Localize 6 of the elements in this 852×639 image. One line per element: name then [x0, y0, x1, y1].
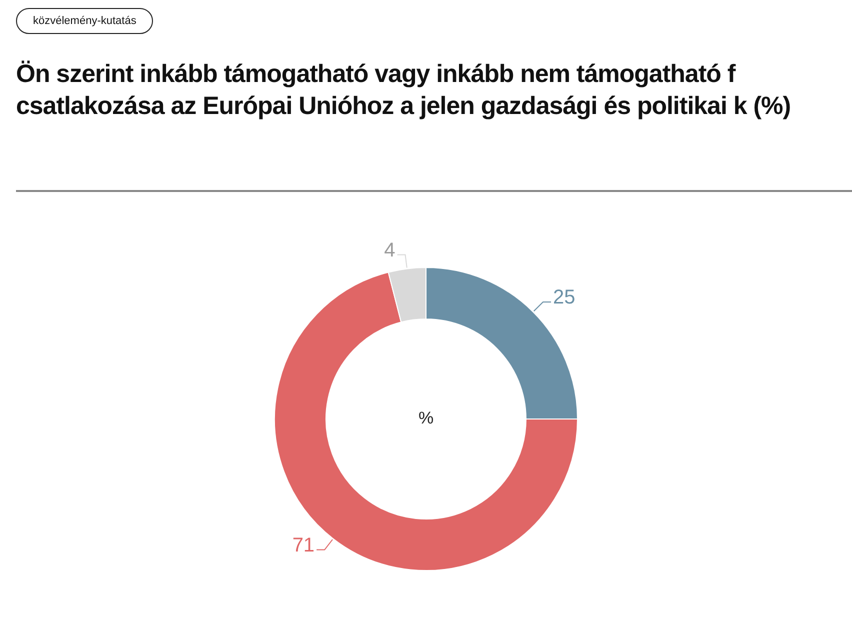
- data-label: 25: [553, 286, 576, 308]
- data-label: 4: [384, 239, 396, 262]
- text: %: [418, 408, 434, 428]
- chart-title: Ön szerint inkább támogatható vagy inkább nem támogatható f csatlakozása az Európai Unióhoz a jelen gazdasági és politikai k (%): [16, 59, 792, 122]
- data-label: 71: [292, 534, 315, 556]
- text: közvélemény-kutatás: [16, 8, 154, 34]
